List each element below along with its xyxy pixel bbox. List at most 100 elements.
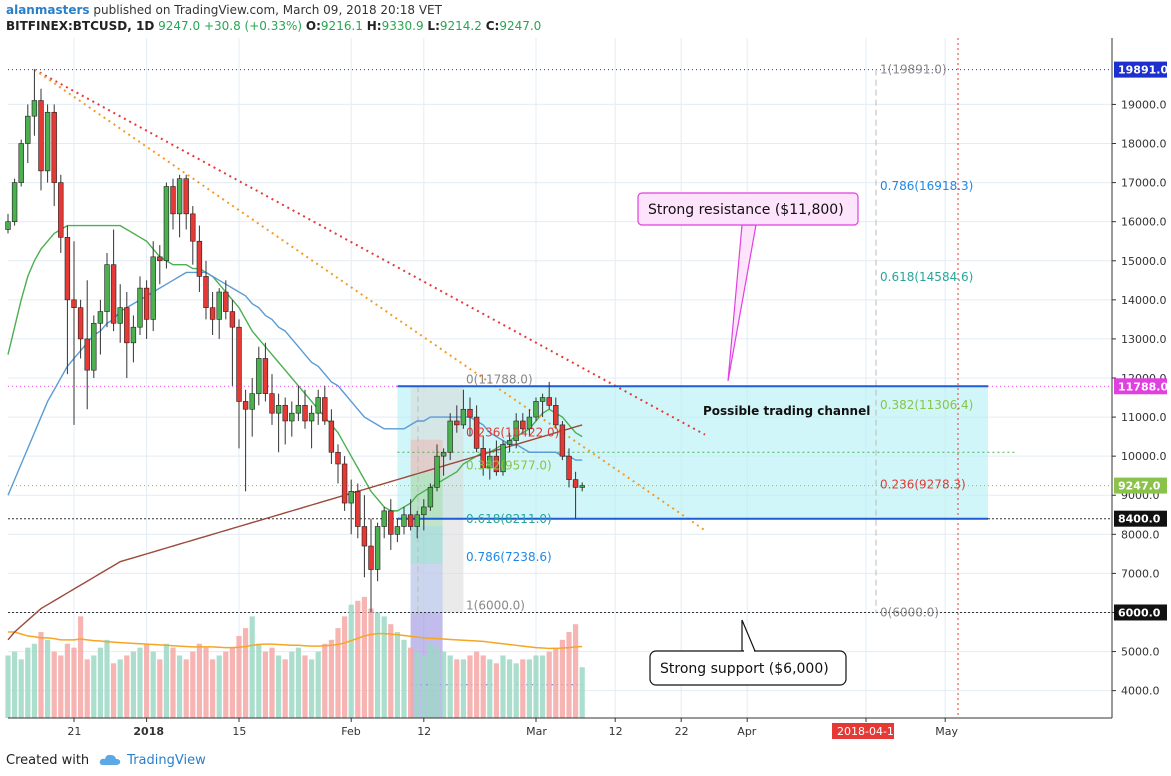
low-value: 9214.2: [439, 19, 482, 33]
volume-bar: [64, 643, 70, 718]
volume-bar: [493, 663, 499, 718]
candle: [25, 104, 31, 164]
candle: [401, 506, 407, 535]
volume-bar: [38, 632, 44, 718]
volume-bar: [97, 647, 103, 718]
candle-body: [236, 326, 242, 402]
candle-body: [84, 338, 90, 371]
volume-bar: [507, 659, 513, 718]
candle: [566, 448, 572, 488]
candle-body: [223, 291, 229, 312]
fib-left-label: 0.382(9577.0): [466, 459, 552, 473]
candle: [18, 139, 24, 187]
candle-body: [5, 221, 11, 230]
candle-body: [546, 397, 552, 406]
volume-bar: [322, 643, 328, 718]
candle: [374, 522, 381, 582]
chart-header: alanmasters published on TradingView.com…: [6, 2, 1106, 34]
volume-bar: [540, 655, 546, 718]
volume-bar: [573, 624, 579, 718]
volume-bar: [421, 655, 427, 718]
candle: [533, 397, 539, 421]
candle: [407, 499, 414, 531]
candle: [183, 174, 189, 230]
author-name[interactable]: alanmasters: [6, 3, 90, 17]
volume-bar: [309, 659, 315, 718]
channel-label: Possible trading channel: [703, 404, 870, 418]
high-label: H:: [366, 19, 382, 33]
candle-body: [163, 186, 170, 262]
candle-body: [150, 256, 156, 320]
candle-body: [58, 182, 64, 238]
candle: [216, 288, 222, 339]
candle-body: [124, 307, 130, 344]
fib-left-label: 0(11788.0): [466, 372, 533, 386]
volume-bar: [467, 655, 473, 718]
candle-body: [513, 420, 519, 441]
candle-body: [256, 358, 262, 394]
ma-50-line: [7, 271, 583, 496]
volume-bar: [295, 647, 301, 718]
volume-bar: [474, 651, 480, 718]
fib-left-label: 0.236(10422.0): [466, 426, 559, 440]
candle: [275, 393, 282, 453]
red-trendline: [33, 68, 706, 436]
candle-body: [407, 514, 414, 527]
candle-body: [361, 526, 368, 547]
candle: [236, 319, 242, 449]
candle: [137, 276, 143, 336]
candle-body: [104, 264, 110, 312]
candle: [341, 456, 348, 511]
volume-bar: [183, 659, 189, 718]
candle: [44, 104, 51, 183]
volume-bar: [203, 647, 209, 718]
volume-bar: [342, 616, 348, 718]
candle: [51, 104, 57, 207]
candle: [150, 241, 156, 332]
candle: [493, 440, 500, 476]
candle-body: [414, 514, 420, 527]
candle: [447, 413, 453, 461]
candle-body: [269, 393, 275, 414]
candle-body: [196, 240, 203, 277]
volume-bar: [78, 616, 84, 718]
volume-bar: [25, 647, 31, 718]
candle: [84, 280, 90, 410]
volume-bar: [434, 647, 440, 718]
candle: [473, 405, 480, 453]
time-axis-label: 12: [609, 725, 623, 738]
candle: [328, 409, 335, 464]
candle: [546, 381, 552, 410]
volume-ma-line: [8, 631, 583, 650]
tradingview-brand[interactable]: TradingView: [127, 752, 206, 768]
open-label: O:: [305, 19, 321, 33]
candle: [460, 389, 467, 429]
fib-right-label: 0.382(11306.4): [880, 398, 973, 412]
price-tag-bg: [1114, 510, 1167, 527]
candle: [506, 432, 513, 453]
candle-body: [25, 115, 31, 144]
volume-bar: [137, 647, 143, 718]
volume-bar: [71, 647, 77, 718]
volume-bar: [520, 659, 526, 718]
volume-bar: [262, 651, 268, 718]
fib-left-label: 0.786(7238.6): [466, 550, 552, 564]
tradingview-cloud-icon: [99, 754, 121, 765]
candle: [242, 389, 249, 492]
candle: [388, 499, 394, 550]
candle-body: [500, 444, 506, 473]
candle-body: [242, 401, 249, 410]
volume-bar: [427, 643, 433, 718]
candle-body: [480, 448, 486, 469]
time-axis-label: 12: [417, 725, 431, 738]
price-tag: 9247.0: [1118, 480, 1161, 493]
candle-body: [91, 322, 97, 371]
volume-bar: [236, 635, 242, 718]
candle: [203, 260, 209, 320]
candle: [58, 174, 64, 253]
price-axis-label: 17000.0: [1121, 177, 1167, 190]
candle: [5, 213, 11, 234]
symbol-label[interactable]: BITFINEX:BTCUSD, 1D: [6, 19, 155, 33]
candle-body: [176, 178, 183, 215]
